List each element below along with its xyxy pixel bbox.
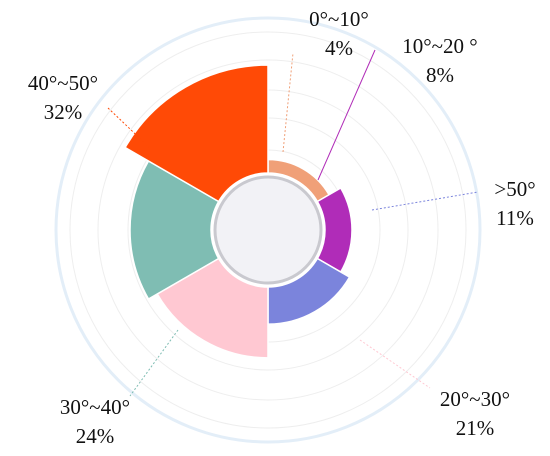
- chart-center: [213, 175, 323, 285]
- category-label-0: 0°~10°: [309, 7, 369, 31]
- leader-line-4: [129, 329, 179, 397]
- slice-1: [316, 186, 353, 274]
- slice-4: [129, 159, 220, 301]
- leader-line-2: [371, 191, 479, 211]
- leader-line-0: [282, 52, 294, 153]
- grid-ring-3: [97, 59, 439, 401]
- chart-slices: [124, 64, 353, 359]
- grid-ring-4: [69, 31, 467, 429]
- category-label-5: 40°~50°: [28, 71, 98, 95]
- chart-leaders: [107, 49, 479, 397]
- value-label-2: 11%: [496, 206, 534, 230]
- slice-5: [124, 64, 269, 203]
- category-label-2: >50°: [494, 177, 535, 201]
- leader-line-5: [107, 107, 151, 149]
- outer-ring: [54, 16, 482, 444]
- value-label-0: 4%: [325, 36, 353, 60]
- slice-3: [156, 257, 269, 359]
- category-label-3: 20°~30°: [440, 387, 510, 411]
- center-hub: [213, 175, 323, 285]
- slice-2: [267, 257, 351, 325]
- value-label-4: 24%: [76, 424, 115, 448]
- value-label-3: 21%: [456, 416, 495, 440]
- leader-line-3: [359, 339, 431, 389]
- category-label-4: 30°~40°: [60, 395, 130, 419]
- category-label-1: 10°~20 °: [402, 34, 477, 58]
- value-label-5: 32%: [44, 100, 83, 124]
- leader-line-1: [317, 49, 376, 181]
- chart-labels: 0°~10° 4% 10°~20 ° 8% >50° 11% 20°~30° 21% 30°~4…: [28, 7, 536, 448]
- value-label-1: 8%: [426, 63, 454, 87]
